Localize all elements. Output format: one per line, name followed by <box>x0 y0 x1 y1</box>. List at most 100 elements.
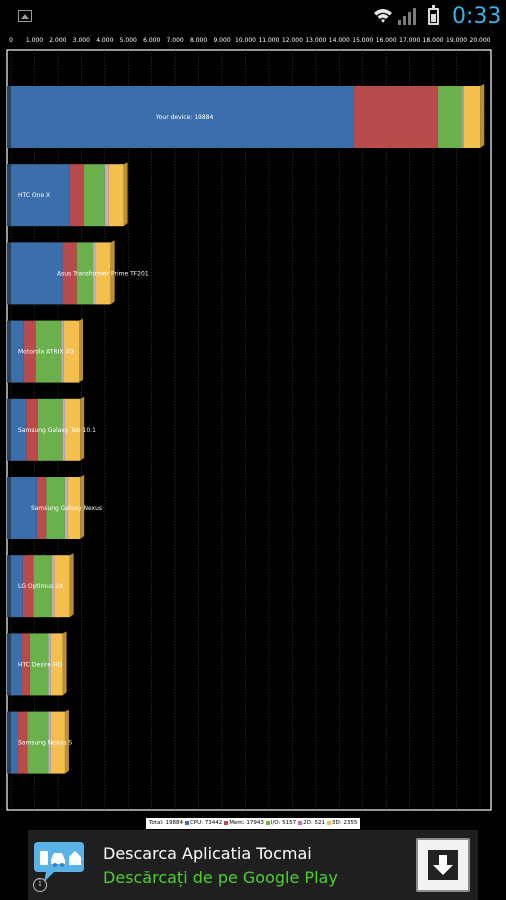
bar-side <box>79 318 84 383</box>
legend-entry: Total: 19884 <box>149 820 183 826</box>
bar-segment <box>93 242 96 305</box>
bar-segment <box>67 477 81 539</box>
x-tick-label: 10.000 <box>235 37 256 44</box>
bar-segment <box>22 555 34 618</box>
x-tick-label: 13.000 <box>305 37 326 44</box>
bar-edge <box>7 398 11 461</box>
signal-icon <box>398 8 416 25</box>
download-arrow-icon <box>428 850 458 880</box>
bar-edge <box>7 164 11 227</box>
bar-segment <box>76 242 94 305</box>
x-tick-label: 17.000 <box>399 37 420 44</box>
bar-side <box>110 240 115 305</box>
x-tick-label: 2.000 <box>49 37 66 44</box>
bar-segment <box>11 320 24 383</box>
bar-segment <box>29 633 49 696</box>
x-tick-label: 7.000 <box>167 37 184 44</box>
bar-side <box>80 396 85 461</box>
x-tick-label: 16.000 <box>376 37 397 44</box>
bar-segment <box>437 86 463 148</box>
bar-side <box>69 553 74 618</box>
bar-segment <box>11 633 22 696</box>
bar-segment <box>33 555 53 618</box>
legend-swatch <box>265 820 270 825</box>
battery-icon <box>428 5 439 25</box>
legend-entry: Mem: 17943 <box>229 820 264 826</box>
legend-swatch <box>326 820 331 825</box>
x-tick-label: 15.000 <box>352 37 373 44</box>
bar-label: Samsung Galaxy Tab 10.1 <box>18 427 96 434</box>
wifi-icon <box>374 9 392 23</box>
bar-segment <box>48 633 51 696</box>
bar-edge <box>7 320 11 383</box>
x-tick-label: 6.000 <box>143 37 160 44</box>
bar-edge <box>7 86 11 148</box>
x-tick-label: 20.000 <box>470 37 491 44</box>
ad-download-button[interactable] <box>416 838 470 892</box>
x-tick-label: 14.000 <box>329 37 350 44</box>
bar-segment <box>50 711 65 774</box>
app-logo-icon <box>34 842 84 882</box>
bar-side <box>62 631 67 696</box>
bar-segment <box>52 555 55 618</box>
bar-segment <box>83 164 105 227</box>
bar-edge <box>7 633 11 696</box>
x-tick-label: 12.000 <box>282 37 303 44</box>
bar-segment <box>50 633 63 696</box>
bar-segment <box>35 320 62 383</box>
bar-segment <box>21 633 30 696</box>
bar-segment <box>27 711 49 774</box>
bar-segment <box>64 398 81 461</box>
bar-segment <box>26 398 38 461</box>
bar-segment <box>11 398 27 461</box>
bar-label: Samsung Nexus S <box>18 740 72 747</box>
bar-segment <box>54 555 70 618</box>
bar-label: HTC One X <box>18 192 50 199</box>
bar-edge <box>7 242 11 305</box>
info-icon[interactable]: i <box>33 878 47 892</box>
ad-banner[interactable]: Descarca Aplicatia Tocmai Descărcați de … <box>28 830 478 900</box>
bar-segment <box>462 86 464 148</box>
chart-svg: 0 1.000 2.000 3.000 4.000 5.000 6.000 7.000 8.00… <box>6 37 492 811</box>
bar-segment <box>36 477 47 539</box>
legend-entry: 3D: 2355 <box>331 820 358 826</box>
bar-side <box>64 709 69 774</box>
bar-label: Asus Transformer Prime TF201 <box>57 270 149 277</box>
x-tick-label: 3.000 <box>73 37 90 44</box>
bar-side <box>123 162 128 227</box>
x-tick-label: 5.000 <box>120 37 137 44</box>
bar-segment <box>61 320 64 383</box>
bar-segment <box>63 320 80 383</box>
legend-entry: I/O: 5157 <box>270 820 297 826</box>
ad-subtitle[interactable]: Descărcați de pe Google Play <box>103 868 338 887</box>
bar-label: Your device: 19884 <box>155 114 214 121</box>
x-tick-label: 9.000 <box>213 37 230 44</box>
x-tick-label: 18.000 <box>423 37 444 44</box>
x-tick-label: 0 <box>9 37 13 44</box>
x-tick-label: 8.000 <box>190 37 207 44</box>
bar-label: Motorola ATRIX 4G <box>18 349 74 356</box>
legend-swatch <box>298 820 303 825</box>
bar-label: Samsung Galaxy Nexus <box>31 505 102 512</box>
bar-segment <box>64 477 68 539</box>
bar-segment <box>11 164 70 227</box>
bar-segment <box>11 477 37 539</box>
benchmark-chart: 0 1.000 2.000 3.000 4.000 5.000 6.000 7.000 8.00… <box>0 34 506 830</box>
status-clock: 0:33 <box>452 4 502 29</box>
bar-label: HTC Desire HD <box>18 661 62 668</box>
x-tick-label: 19.000 <box>446 37 467 44</box>
bar-side <box>480 84 485 148</box>
bar-side <box>80 475 85 539</box>
bar-edge <box>7 477 11 539</box>
bar-segment <box>69 164 84 227</box>
legend-entry: CPU: 73442 <box>189 820 223 826</box>
ad-title[interactable]: Descarca Aplicatia Tocmai <box>103 844 312 863</box>
bar-segment <box>11 711 19 774</box>
bar-segment <box>46 477 65 539</box>
bar-segment <box>11 86 354 148</box>
bar-edge <box>7 555 11 618</box>
bar-segment <box>95 242 111 305</box>
legend-swatch <box>224 820 229 825</box>
status-bar: 0:33 <box>0 0 506 34</box>
chart-legend: Total: 19884 CPU: 73442 Mem: 17943 I/O: 515… <box>146 818 361 829</box>
